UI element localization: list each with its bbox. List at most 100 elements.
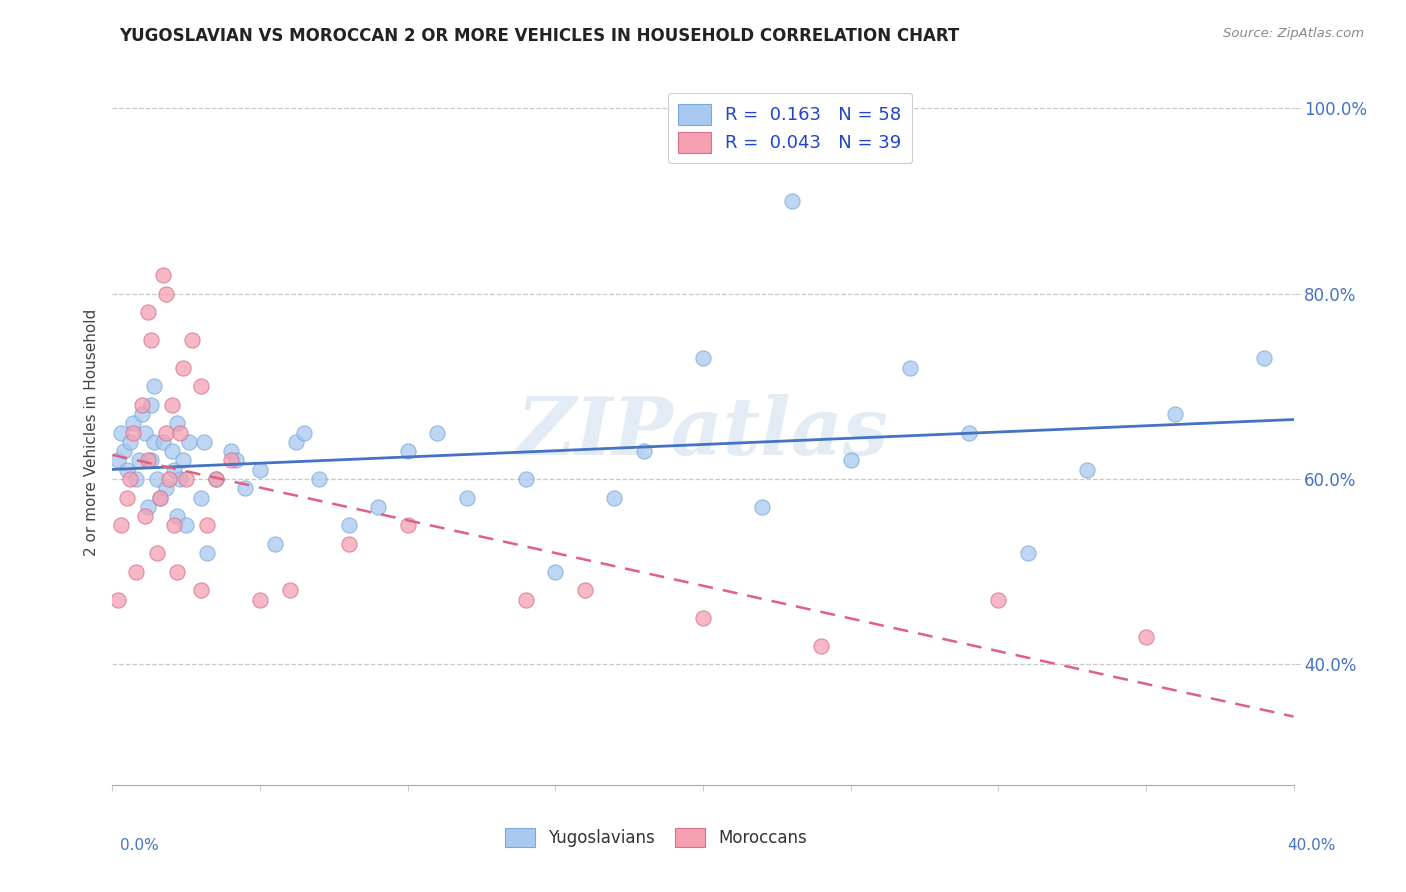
- Point: [174, 472, 197, 486]
- Point: [603, 491, 626, 505]
- Point: [122, 417, 145, 431]
- Text: 0.0%: 0.0%: [120, 838, 159, 854]
- Point: [1076, 463, 1098, 477]
- Point: [160, 398, 183, 412]
- Point: [160, 444, 183, 458]
- Point: [163, 518, 186, 533]
- Point: [112, 444, 135, 458]
- Point: [174, 518, 197, 533]
- Point: [181, 333, 204, 347]
- Point: [195, 518, 218, 533]
- Text: 40.0%: 40.0%: [1288, 838, 1336, 854]
- Point: [193, 434, 215, 449]
- Point: [142, 434, 165, 449]
- Point: [155, 425, 177, 440]
- Point: [456, 491, 478, 505]
- Point: [249, 592, 271, 607]
- Point: [136, 305, 159, 319]
- Point: [166, 509, 188, 524]
- Point: [120, 472, 142, 486]
- Point: [172, 360, 194, 375]
- Point: [233, 481, 256, 495]
- Text: Source: ZipAtlas.com: Source: ZipAtlas.com: [1223, 27, 1364, 40]
- Point: [396, 444, 419, 458]
- Point: [205, 472, 228, 486]
- Legend: Yugoslavians, Moroccans: Yugoslavians, Moroccans: [498, 822, 814, 855]
- Point: [264, 537, 287, 551]
- Point: [110, 425, 132, 440]
- Point: [117, 491, 138, 505]
- Point: [125, 472, 148, 486]
- Point: [1135, 630, 1157, 644]
- Point: [633, 444, 655, 458]
- Point: [957, 425, 980, 440]
- Point: [166, 565, 188, 579]
- Text: YUGOSLAVIAN VS MOROCCAN 2 OR MORE VEHICLES IN HOUSEHOLD CORRELATION CHART: YUGOSLAVIAN VS MOROCCAN 2 OR MORE VEHICL…: [120, 27, 960, 45]
- Y-axis label: 2 or more Vehicles in Household: 2 or more Vehicles in Household: [83, 309, 98, 557]
- Point: [544, 565, 567, 579]
- Point: [152, 434, 174, 449]
- Point: [128, 453, 150, 467]
- Point: [146, 546, 169, 560]
- Point: [426, 425, 449, 440]
- Point: [139, 333, 162, 347]
- Point: [169, 425, 191, 440]
- Point: [163, 463, 186, 477]
- Point: [179, 434, 201, 449]
- Point: [131, 398, 153, 412]
- Point: [692, 351, 714, 366]
- Point: [751, 500, 773, 514]
- Point: [190, 583, 212, 598]
- Point: [134, 509, 156, 524]
- Point: [515, 472, 537, 486]
- Point: [515, 592, 537, 607]
- Point: [149, 491, 172, 505]
- Point: [219, 453, 242, 467]
- Point: [692, 611, 714, 625]
- Point: [195, 546, 218, 560]
- Point: [249, 463, 271, 477]
- Point: [117, 463, 138, 477]
- Point: [278, 583, 301, 598]
- Point: [225, 453, 247, 467]
- Point: [120, 434, 142, 449]
- Point: [152, 268, 174, 282]
- Point: [190, 491, 212, 505]
- Point: [574, 583, 596, 598]
- Point: [190, 379, 212, 393]
- Point: [125, 565, 148, 579]
- Point: [839, 453, 862, 467]
- Point: [131, 407, 153, 421]
- Point: [155, 481, 177, 495]
- Point: [110, 518, 132, 533]
- Point: [107, 592, 129, 607]
- Point: [134, 425, 156, 440]
- Point: [172, 453, 194, 467]
- Text: ZIPatlas: ZIPatlas: [517, 394, 889, 471]
- Point: [396, 518, 419, 533]
- Point: [292, 425, 315, 440]
- Point: [1253, 351, 1275, 366]
- Point: [149, 491, 172, 505]
- Point: [139, 453, 162, 467]
- Point: [898, 360, 921, 375]
- Point: [1164, 407, 1187, 421]
- Point: [136, 500, 159, 514]
- Point: [219, 444, 242, 458]
- Point: [205, 472, 228, 486]
- Point: [122, 425, 145, 440]
- Point: [810, 639, 832, 653]
- Point: [367, 500, 389, 514]
- Point: [107, 453, 129, 467]
- Point: [139, 398, 162, 412]
- Point: [155, 286, 177, 301]
- Point: [166, 417, 188, 431]
- Point: [284, 434, 307, 449]
- Point: [1017, 546, 1039, 560]
- Point: [308, 472, 330, 486]
- Point: [987, 592, 1010, 607]
- Point: [157, 472, 180, 486]
- Point: [337, 537, 360, 551]
- Point: [142, 379, 165, 393]
- Point: [146, 472, 169, 486]
